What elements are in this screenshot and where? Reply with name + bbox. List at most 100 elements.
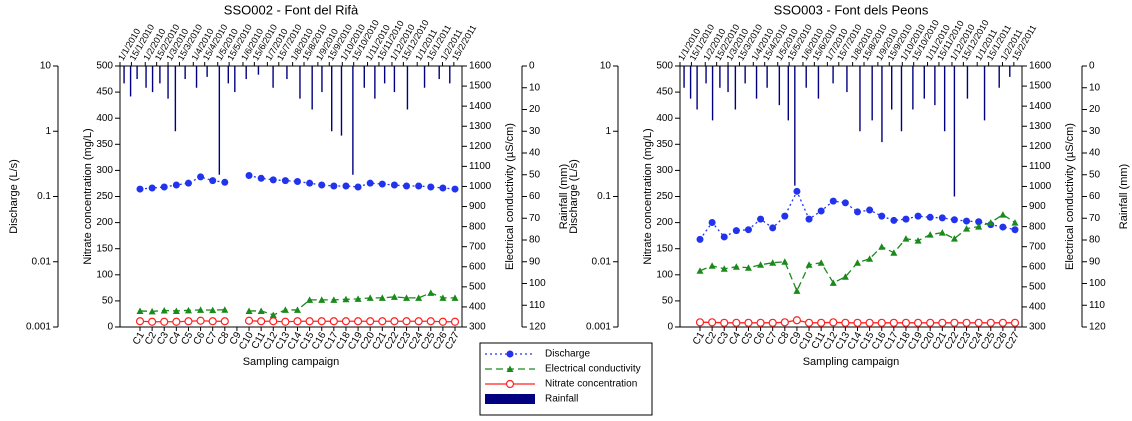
rain-bar [778, 66, 781, 106]
rain-bar [817, 66, 820, 99]
marker [209, 177, 217, 185]
rain-bar [311, 66, 313, 110]
marker [414, 317, 423, 326]
tick-label: 110 [1089, 300, 1105, 311]
tick-label: 0.1 [597, 191, 611, 202]
marker [184, 317, 193, 326]
marker [744, 318, 753, 327]
marker [390, 293, 398, 300]
rain-bar [227, 66, 229, 84]
marker [708, 318, 717, 327]
marker [938, 318, 947, 327]
marker [902, 235, 910, 242]
tick-label: 10 [40, 61, 52, 72]
tick-label: 1600 [469, 61, 492, 72]
marker [415, 294, 423, 301]
tick-label: 40 [1089, 148, 1101, 159]
marker [890, 216, 898, 224]
marker [330, 296, 338, 303]
marker [914, 237, 922, 244]
marker [696, 235, 704, 243]
marker [172, 307, 180, 314]
rain-bar [145, 66, 147, 88]
marker [439, 184, 447, 192]
marker [938, 214, 946, 222]
tick-label: 0.01 [32, 256, 52, 267]
marker [768, 318, 777, 327]
marker [450, 317, 460, 326]
marker [708, 218, 716, 226]
marker [269, 311, 277, 318]
rain-bar [449, 66, 451, 84]
marker [792, 316, 802, 325]
marker [720, 233, 728, 241]
marker [780, 318, 789, 327]
y4-axis-title: Rainfall (mm) [1118, 164, 1130, 229]
marker [378, 180, 386, 188]
marker [793, 187, 801, 195]
tick-label: 100 [656, 269, 673, 280]
tick-label: 300 [96, 165, 113, 176]
rain-bar [272, 66, 274, 88]
marker [341, 317, 351, 326]
marker [366, 179, 374, 187]
rain-bar [184, 66, 186, 80]
legend-label: Nitrate concentration [545, 379, 637, 390]
marker [160, 307, 168, 314]
marker [975, 223, 983, 230]
marker [160, 183, 168, 191]
tick-label: 90 [1089, 256, 1101, 267]
x-tick-label: C27 [1003, 330, 1022, 352]
x-axis-title: Sampling campaign [243, 356, 340, 368]
rain-bar [705, 66, 707, 84]
marker [160, 317, 169, 326]
tick-label: 70 [1089, 213, 1101, 224]
tick-label: 1000 [1029, 181, 1052, 192]
rain-bar [352, 66, 354, 175]
rain-bar [846, 66, 848, 93]
tick-label: 1 [605, 126, 611, 137]
legend-marker [506, 350, 514, 358]
marker [184, 306, 192, 314]
rain-bar [711, 66, 714, 121]
tick-label: 80 [1089, 235, 1101, 246]
marker [866, 255, 874, 262]
tick-label: 50 [529, 169, 541, 180]
tick-label: 250 [656, 191, 673, 202]
marker [136, 307, 144, 314]
marker [865, 318, 874, 327]
marker [148, 317, 157, 326]
tick-label: 0.001 [586, 322, 611, 333]
marker [866, 206, 874, 214]
tick-label: 100 [1089, 278, 1106, 289]
marker [695, 318, 705, 327]
rain-bar [129, 66, 132, 97]
marker [854, 259, 861, 266]
tick-label: 400 [1029, 302, 1046, 313]
tick-label: 150 [96, 243, 113, 254]
marker [829, 279, 837, 286]
tick-label: 1300 [469, 121, 492, 132]
marker [221, 306, 229, 313]
marker [403, 182, 411, 190]
tick-label: 30 [1089, 126, 1101, 137]
tick-label: 350 [656, 139, 673, 150]
rain-bar [167, 66, 169, 99]
rain-bar [794, 66, 796, 186]
legend-label: Rainfall [545, 394, 578, 405]
rain-bar [299, 66, 301, 99]
marker [781, 212, 789, 220]
y4-axis-title: Rainfall (mm) [558, 164, 570, 229]
marker [720, 265, 728, 272]
marker [720, 318, 729, 327]
marker [245, 307, 253, 314]
marker [366, 317, 375, 326]
rain-bar [719, 66, 721, 88]
tick-label: 20 [1089, 104, 1101, 115]
rain-bar [286, 66, 288, 80]
tick-label: 150 [656, 243, 673, 254]
marker [306, 296, 314, 303]
marker [974, 318, 983, 327]
tick-label: 0.001 [26, 322, 51, 333]
